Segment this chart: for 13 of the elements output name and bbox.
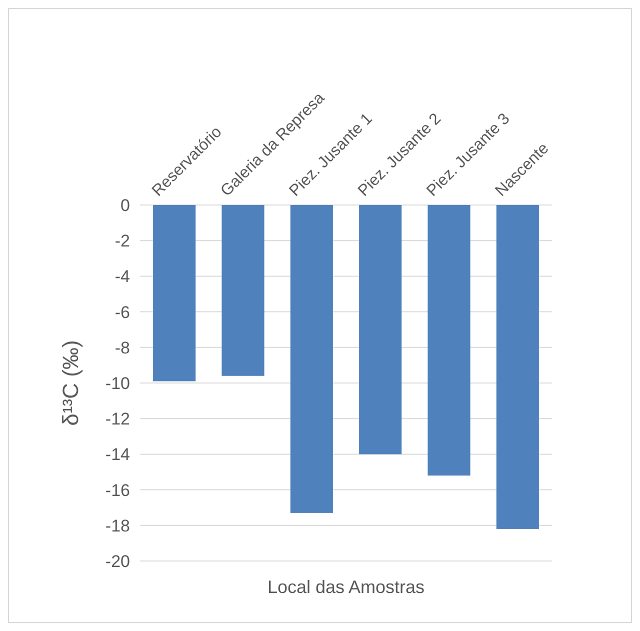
y-tick-label: -16 xyxy=(105,480,130,500)
y-tick-label: -2 xyxy=(114,232,130,251)
x-axis-title: Local das Amostras xyxy=(267,577,425,597)
y-tick-label: -8 xyxy=(114,338,130,358)
y-tick-label: -20 xyxy=(105,552,130,571)
y-tick-label: -12 xyxy=(105,410,130,429)
y-tick-label: -4 xyxy=(114,267,130,286)
y-tick-label: 0 xyxy=(120,196,130,215)
y-tick-label: -10 xyxy=(105,374,130,393)
y-tick-label: -18 xyxy=(105,516,130,536)
y-tick-label: -14 xyxy=(105,445,130,464)
y-axis-title: δ¹³C (‰) xyxy=(58,340,83,426)
y-tick-label: -6 xyxy=(114,302,130,322)
